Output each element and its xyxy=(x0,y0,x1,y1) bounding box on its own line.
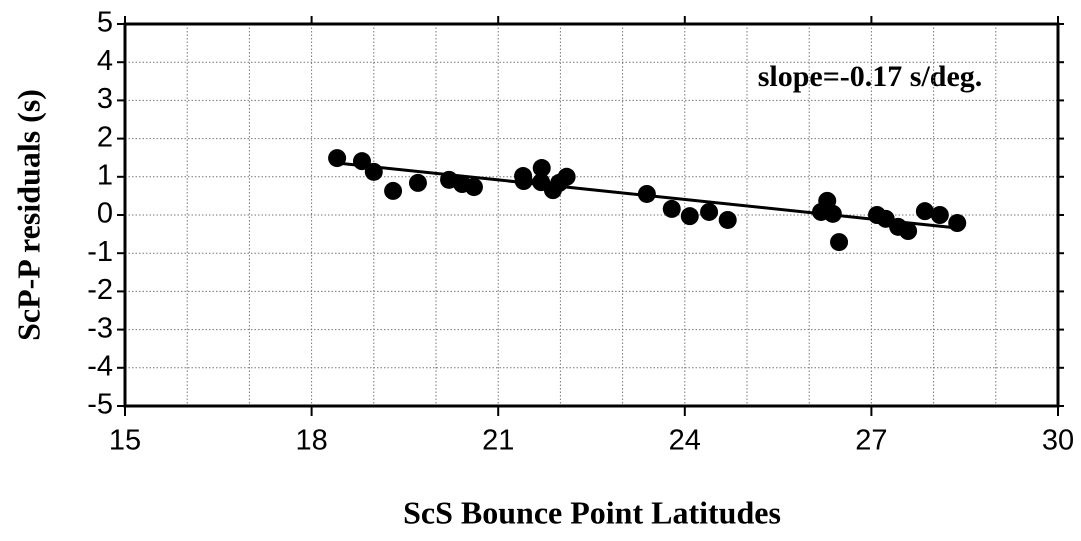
x-tick-label: 30 xyxy=(1042,425,1074,457)
y-tick-label: -4 xyxy=(87,350,113,382)
x-axis-title: ScS Bounce Point Latitudes xyxy=(403,494,781,530)
y-tick-label: 0 xyxy=(97,198,113,230)
y-axis-title: ScP-P residuals (s) xyxy=(10,89,46,341)
y-tick-label: -5 xyxy=(87,389,113,421)
point xyxy=(830,233,849,252)
point xyxy=(514,172,533,191)
point xyxy=(532,159,551,178)
point xyxy=(718,210,737,229)
y-tick-label: 4 xyxy=(97,45,113,77)
point xyxy=(364,162,383,181)
plot-frame xyxy=(123,22,1060,408)
point xyxy=(637,184,656,203)
point xyxy=(680,207,699,226)
y-tick-label: -1 xyxy=(87,236,113,268)
y-tick-label: -3 xyxy=(87,312,113,344)
point xyxy=(899,222,918,241)
point xyxy=(700,202,719,221)
y-tick-label: 2 xyxy=(97,121,113,153)
y-tick-label: 5 xyxy=(97,7,113,39)
point xyxy=(948,214,967,233)
x-tick-label: 15 xyxy=(109,425,141,457)
x-tick-label: 21 xyxy=(482,425,514,457)
x-tick-label: 24 xyxy=(669,425,701,457)
y-tick-label: -2 xyxy=(87,274,113,306)
point xyxy=(328,149,347,168)
point xyxy=(823,204,842,223)
annotation: slope=-0.17 s/deg. xyxy=(758,60,983,93)
y-tick-label: 3 xyxy=(97,83,113,115)
x-tick-label: 27 xyxy=(855,425,887,457)
point xyxy=(352,152,371,171)
point xyxy=(408,173,427,192)
x-tick-label: 18 xyxy=(295,425,327,457)
point xyxy=(384,181,403,200)
point xyxy=(662,199,681,218)
y-tick-label: 1 xyxy=(97,159,113,191)
point xyxy=(464,178,483,197)
point xyxy=(915,202,934,221)
point xyxy=(557,167,576,186)
point xyxy=(930,206,949,224)
